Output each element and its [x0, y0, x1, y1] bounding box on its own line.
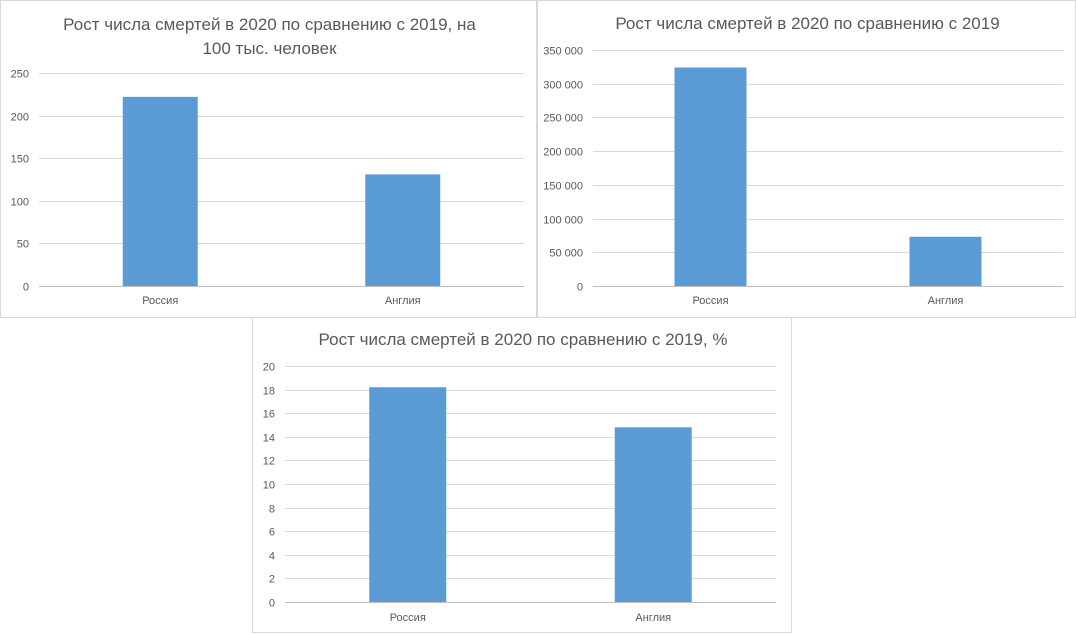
chart-title: 100 тыс. человек	[202, 39, 337, 58]
y-tick-label: 200	[11, 112, 29, 124]
y-tick-label: 250 000	[543, 113, 583, 125]
y-tick-label: 12	[263, 456, 275, 468]
x-category-label: Россия	[692, 295, 728, 307]
x-category-label: Англия	[635, 612, 671, 624]
y-tick-label: 6	[269, 527, 275, 539]
y-tick-label: 150	[11, 154, 29, 166]
x-category-label: Россия	[390, 612, 426, 624]
y-tick-label: 10	[263, 480, 275, 492]
y-tick-label: 200 000	[543, 147, 583, 159]
y-tick-label: 8	[269, 504, 275, 516]
chart-title: Рост числа смертей в 2020 по сравнению с…	[319, 330, 728, 349]
bar	[909, 236, 982, 286]
x-category-label: Англия	[385, 295, 421, 307]
y-tick-label: 150 000	[543, 181, 583, 193]
x-category-label: Россия	[142, 295, 178, 307]
y-tick-label: 0	[577, 282, 583, 294]
bar	[674, 67, 747, 286]
bar	[369, 387, 447, 602]
y-tick-label: 18	[263, 386, 275, 398]
y-tick-label: 4	[269, 551, 275, 563]
chart-svg: Рост числа смертей в 2020 по сравнению с…	[11, 15, 524, 307]
chart-svg: Рост числа смертей в 2020 по сравнению с…	[263, 330, 776, 624]
chart-svg: Рост числа смертей в 2020 по сравнению с…	[543, 14, 1063, 307]
bar	[614, 427, 692, 602]
y-tick-label: 350 000	[543, 46, 583, 58]
y-tick-label: 250	[11, 69, 29, 81]
y-tick-label: 0	[269, 598, 275, 610]
y-tick-label: 16	[263, 409, 275, 421]
chart-panel-deaths-percent: Рост числа смертей в 2020 по сравнению с…	[252, 317, 792, 633]
chart-panel-deaths-absolute: Рост числа смертей в 2020 по сравнению с…	[537, 0, 1076, 318]
y-tick-label: 300 000	[543, 80, 583, 92]
y-tick-label: 100	[11, 197, 29, 209]
y-tick-label: 100 000	[543, 215, 583, 227]
y-tick-label: 0	[23, 282, 29, 294]
y-tick-label: 50	[17, 239, 29, 251]
y-tick-label: 50 000	[549, 248, 583, 260]
y-tick-label: 2	[269, 574, 275, 586]
bar	[365, 174, 441, 286]
chart-title: Рост числа смертей в 2020 по сравнению с…	[63, 15, 476, 34]
y-tick-label: 14	[263, 433, 275, 445]
chart-panel-deaths-per-100k: Рост числа смертей в 2020 по сравнению с…	[0, 0, 537, 318]
y-tick-label: 20	[263, 362, 275, 374]
bar	[122, 96, 198, 286]
chart-title: Рост числа смертей в 2020 по сравнению с…	[615, 14, 999, 33]
x-category-label: Англия	[928, 295, 964, 307]
